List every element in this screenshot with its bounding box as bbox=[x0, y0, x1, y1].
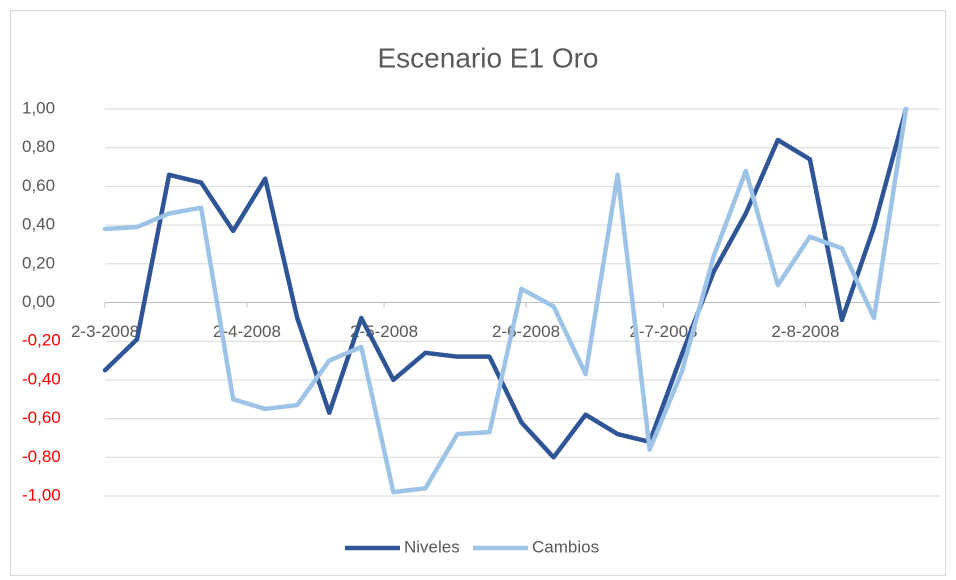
series-line bbox=[102, 106, 909, 495]
y-tick-label: -1,00 bbox=[22, 485, 61, 504]
y-tick-label: 1,00 bbox=[22, 98, 55, 117]
y-tick-label: -0,60 bbox=[22, 408, 61, 427]
x-tick-label: 2-3-2008 bbox=[71, 322, 139, 341]
x-tick-label: 2-8-2008 bbox=[771, 322, 839, 341]
legend-label: Cambios bbox=[532, 537, 599, 556]
y-tick-label: -0,20 bbox=[22, 331, 61, 350]
y-tick-label: -0,40 bbox=[22, 369, 61, 388]
x-tick-label: 2-6-2008 bbox=[492, 322, 560, 341]
x-tick-label: 2-7-2008 bbox=[629, 322, 697, 341]
series-line bbox=[102, 106, 909, 460]
y-tick-label: 0,20 bbox=[22, 253, 55, 272]
chart-title: Escenario E1 Oro bbox=[378, 42, 599, 73]
y-tick-label: 0,40 bbox=[22, 215, 55, 234]
y-tick-label: 0,60 bbox=[22, 176, 55, 195]
y-tick-label: 0,00 bbox=[22, 292, 55, 311]
legend-label: Niveles bbox=[404, 537, 460, 556]
x-tick-label: 2-4-2008 bbox=[213, 322, 281, 341]
y-tick-label: 0,80 bbox=[22, 137, 55, 156]
chart-border bbox=[10, 10, 946, 576]
y-tick-label: -0,80 bbox=[22, 447, 61, 466]
